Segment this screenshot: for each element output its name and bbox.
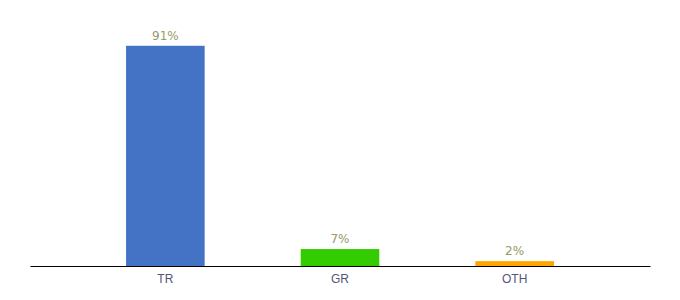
x-tick: GR: [331, 266, 349, 286]
x-tick-label: OTH: [502, 272, 527, 286]
data-labels: 91% 7% 2%: [152, 29, 524, 258]
x-tick: TR: [157, 266, 173, 286]
bar: [475, 261, 554, 266]
x-axis-line: [31, 266, 651, 267]
bar: [301, 249, 380, 266]
bars: [126, 46, 554, 266]
bar: [126, 46, 205, 266]
x-tick-label: TR: [157, 272, 173, 286]
x-tick-label: GR: [331, 272, 349, 286]
x-tick: OTH: [502, 266, 527, 286]
chart: TR GR OTH 91% 7% 2%: [0, 0, 680, 300]
data-label: 7%: [330, 232, 349, 246]
plot: TR GR OTH 91% 7% 2%: [31, 29, 651, 286]
data-label: 91%: [152, 29, 179, 43]
x-axis: TR GR OTH: [31, 266, 651, 286]
data-label: 2%: [505, 244, 524, 258]
